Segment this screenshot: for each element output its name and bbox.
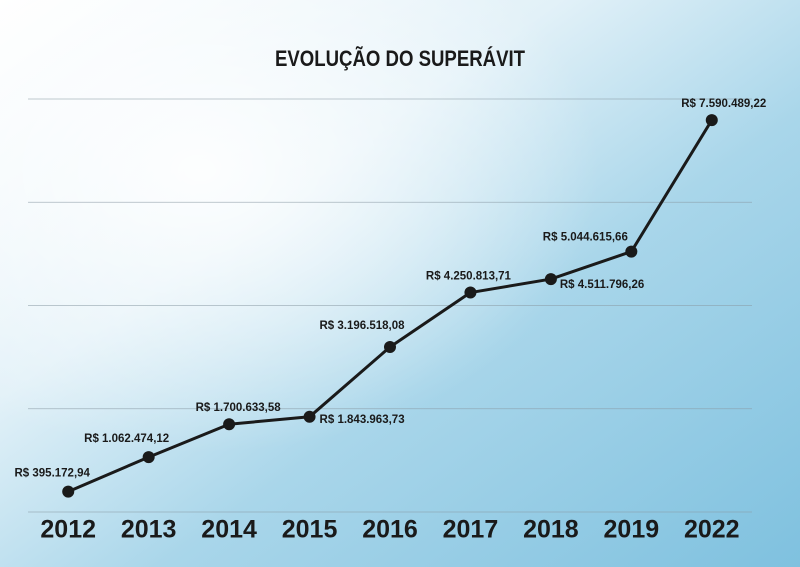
x-tick-label: 2012 [40,516,96,544]
chart-title: EVOLUÇÃO DO SUPERÁVIT [275,46,525,71]
point [223,418,236,431]
x-tick-label: 2015 [282,516,338,544]
point [625,245,638,258]
point [384,340,396,353]
x-tick-label: 2022 [684,516,740,544]
value-label: R$ 5.044.615,66 [543,232,628,244]
value-label: R$ 7.590.489,22 [681,98,766,110]
point [62,485,75,498]
point [705,114,718,127]
x-tick-label: 2019 [604,516,660,544]
point [303,410,316,423]
value-label: R$ 4.250.813,71 [426,271,512,283]
value-label: R$ 395.172,94 [14,468,90,480]
value-label: R$ 4.511.796,26 [560,279,644,291]
value-label: R$ 1.700.633,58 [196,402,282,414]
point [544,273,557,286]
value-label: R$ 1.062.474,12 [84,433,169,445]
x-tick-label: 2016 [362,516,418,544]
point [142,451,155,464]
value-label: R$ 3.196.518,08 [319,320,405,332]
value-label: R$ 1.843.963,73 [320,414,405,426]
x-tick-label: 2018 [523,516,579,544]
point [464,286,477,299]
x-tick-label: 2013 [121,516,177,544]
x-tick-label: 2017 [443,516,499,544]
x-tick-label: 2014 [201,516,257,544]
